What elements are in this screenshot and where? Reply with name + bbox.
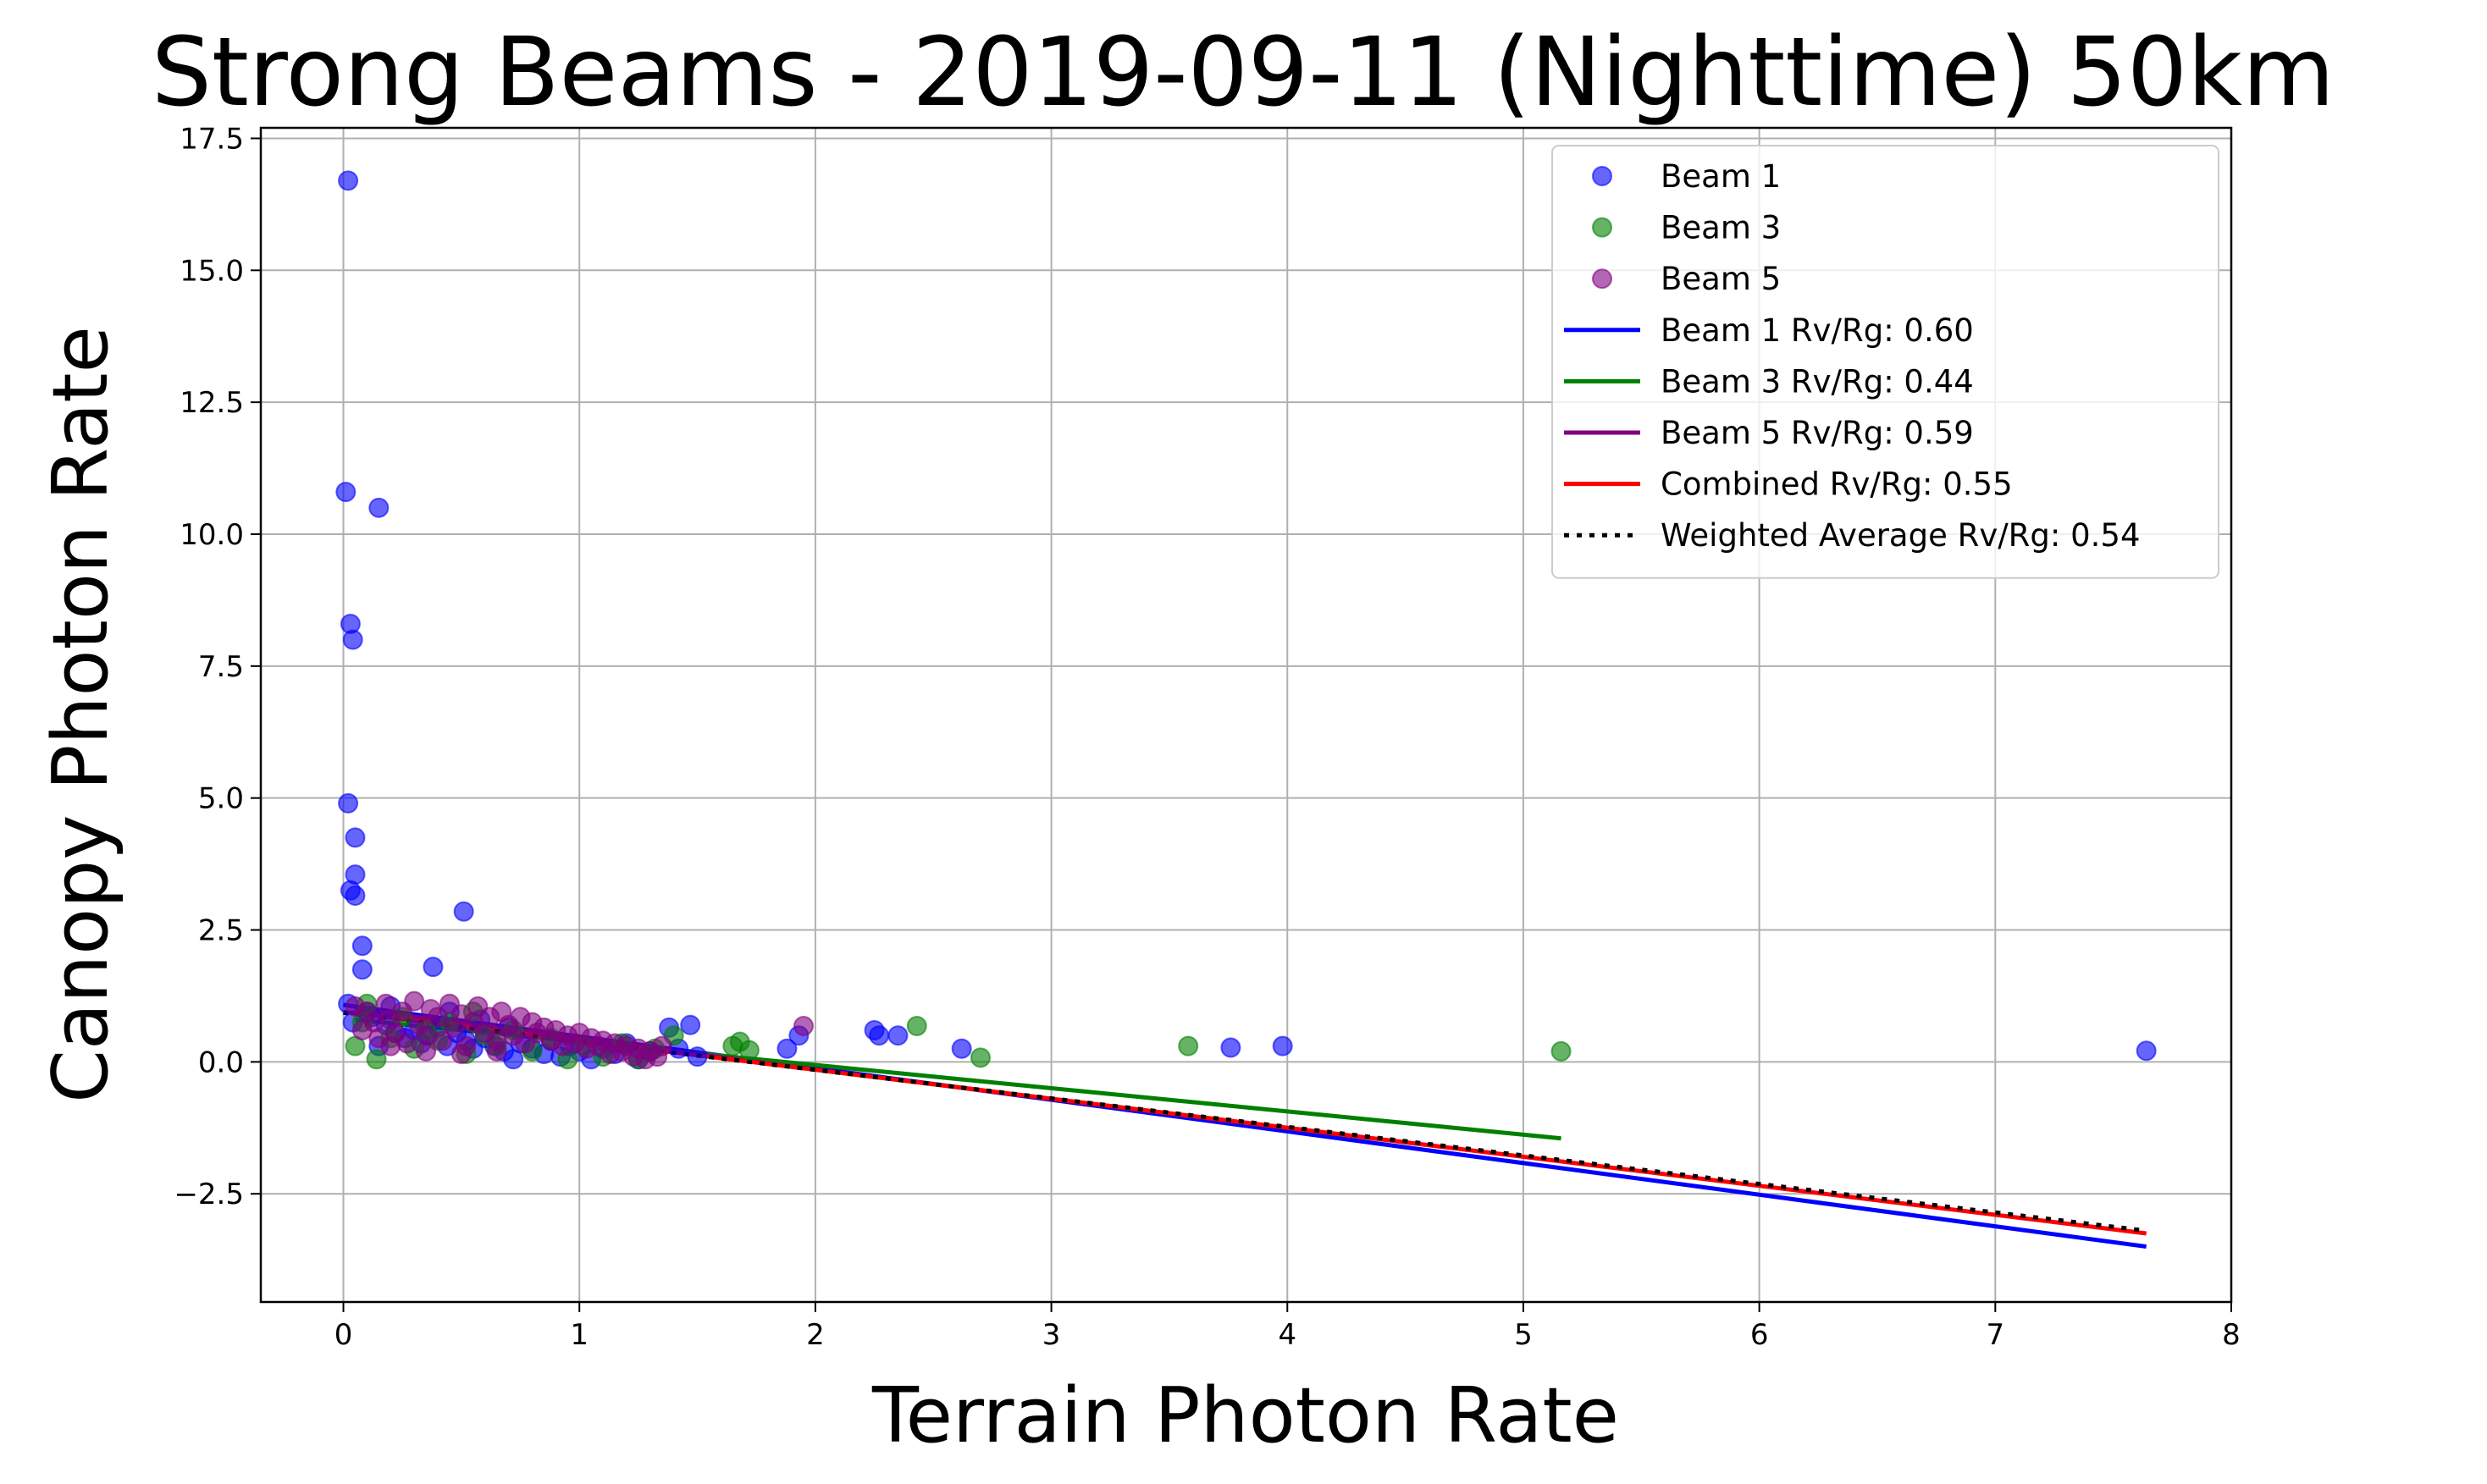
y-tick-label: −2.5 xyxy=(174,1178,244,1211)
scatter-point-beam-1 xyxy=(680,1014,701,1035)
x-tick-label: 0 xyxy=(334,1318,353,1352)
legend-entry: Beam 5 xyxy=(1592,261,1781,297)
scatter-points xyxy=(335,170,2157,1070)
y-tick-label: 12.5 xyxy=(180,386,244,420)
legend-label: Beam 3 xyxy=(1661,210,1781,246)
legend-entry: Combined Rv/Rg: 0.55 xyxy=(1564,466,2013,503)
scatter-point-beam-5 xyxy=(432,1030,453,1051)
scatter-point-beam-5 xyxy=(450,1044,472,1065)
scatter-point-beam-1 xyxy=(2136,1040,2157,1062)
scatter-point-beam-1 xyxy=(423,957,444,978)
legend-box xyxy=(1551,145,2219,579)
scatter-point-beam-3 xyxy=(1550,1040,1572,1062)
legend-entry: Beam 3 xyxy=(1592,210,1781,246)
scatter-point-beam-3 xyxy=(366,1049,387,1070)
scatter-point-beam-1 xyxy=(776,1038,798,1059)
legend-label: Beam 3 Rv/Rg: 0.44 xyxy=(1661,363,1974,400)
scatter-point-beam-1 xyxy=(338,170,359,191)
y-tick-label: 10.0 xyxy=(180,518,244,552)
fit-line-weighted-average xyxy=(343,1010,2147,1233)
x-tick-label: 8 xyxy=(2222,1318,2241,1352)
scatter-point-beam-1 xyxy=(338,792,359,814)
y-tick-label: 2.5 xyxy=(198,914,244,948)
legend-entry: Beam 3 Rv/Rg: 0.44 xyxy=(1564,363,1974,400)
legend-marker xyxy=(1592,166,1612,186)
x-tick-label: 2 xyxy=(806,1318,825,1352)
scatter-point-beam-1 xyxy=(351,959,373,980)
y-tick-label: 0.0 xyxy=(198,1045,244,1079)
x-tick-label: 1 xyxy=(570,1318,589,1352)
y-tick-label: 17.5 xyxy=(180,122,244,156)
axis-ticks: 0 1 2 3 4 5 6 7 8 −2.5 0.0 2.5 5.0 7.5 10.0 12.5 15.0 17.… xyxy=(174,122,2240,1352)
legend-label: Beam 1 Rv/Rg: 0.60 xyxy=(1661,312,1974,349)
scatter-point-beam-1 xyxy=(351,935,373,957)
scatter-point-beam-1 xyxy=(1220,1037,1241,1058)
scatter-point-beam-1 xyxy=(1272,1035,1293,1056)
chart-title: Strong Beams - 2019-09-11 (Nighttime) 50… xyxy=(152,18,2335,128)
scatter-point-beam-5 xyxy=(651,1035,672,1056)
scatter-point-beam-1 xyxy=(869,1025,890,1046)
legend-label: Weighted Average Rv/Rg: 0.54 xyxy=(1661,517,2141,554)
legend: Beam 1 Beam 3 Beam 5 Beam 1 Rv/Rg: 0.60 Beam… xyxy=(1551,145,2219,579)
legend-marker xyxy=(1592,217,1612,238)
y-axis-label: Canopy Photon Rate xyxy=(36,326,125,1103)
legend-label: Beam 5 Rv/Rg: 0.59 xyxy=(1661,415,1974,451)
legend-marker xyxy=(1592,268,1612,290)
scatter-point-beam-3 xyxy=(1178,1035,1199,1056)
scatter-point-beam-5 xyxy=(428,1007,449,1028)
scatter-point-beam-1 xyxy=(345,885,366,907)
scatter-point-beam-5 xyxy=(416,1040,437,1062)
scatter-point-beam-1 xyxy=(335,482,356,503)
legend-entry: Beam 1 Rv/Rg: 0.60 xyxy=(1564,312,1974,349)
legend-entry: Weighted Average Rv/Rg: 0.54 xyxy=(1564,517,2141,554)
x-tick-label: 4 xyxy=(1278,1318,1296,1352)
y-tick-label: 7.5 xyxy=(198,650,244,684)
x-tick-label: 7 xyxy=(1986,1318,2004,1352)
scatter-point-beam-5 xyxy=(396,1033,417,1054)
scatter-point-beam-1 xyxy=(951,1038,972,1059)
y-tick-label: 5.0 xyxy=(198,782,244,816)
plot-frame xyxy=(259,126,2233,1304)
scatter-point-beam-5 xyxy=(486,1040,507,1062)
scatter-point-beam-1 xyxy=(453,901,474,922)
scatter-point-beam-1 xyxy=(345,827,366,848)
x-tick-label: 5 xyxy=(1514,1318,1533,1352)
scatter-point-beam-1 xyxy=(687,1046,708,1067)
scatter-point-beam-5 xyxy=(404,990,425,1012)
scatter-point-beam-3 xyxy=(738,1040,760,1061)
scatter-point-beam-1 xyxy=(342,629,363,650)
x-tick-label: 6 xyxy=(1750,1318,1769,1352)
x-tick-label: 3 xyxy=(1042,1318,1061,1352)
legend-label: Beam 1 xyxy=(1661,158,1781,195)
scatter-point-beam-5 xyxy=(380,1035,401,1056)
x-axis-label: Terrain Photon Rate xyxy=(871,1371,1619,1460)
legend-entry: Beam 5 Rv/Rg: 0.59 xyxy=(1564,415,1974,451)
scatter-point-beam-3 xyxy=(970,1047,991,1068)
scatter-point-beam-1 xyxy=(887,1025,909,1046)
legend-label: Combined Rv/Rg: 0.55 xyxy=(1661,466,2013,503)
scatter-point-beam-5 xyxy=(793,1015,814,1036)
legend-entry: Beam 1 xyxy=(1592,158,1781,195)
scatter-point-beam-3 xyxy=(906,1015,927,1036)
legend-label: Beam 5 xyxy=(1661,261,1781,297)
scatter-point-beam-1 xyxy=(368,497,390,518)
y-tick-label: 15.0 xyxy=(180,254,244,288)
